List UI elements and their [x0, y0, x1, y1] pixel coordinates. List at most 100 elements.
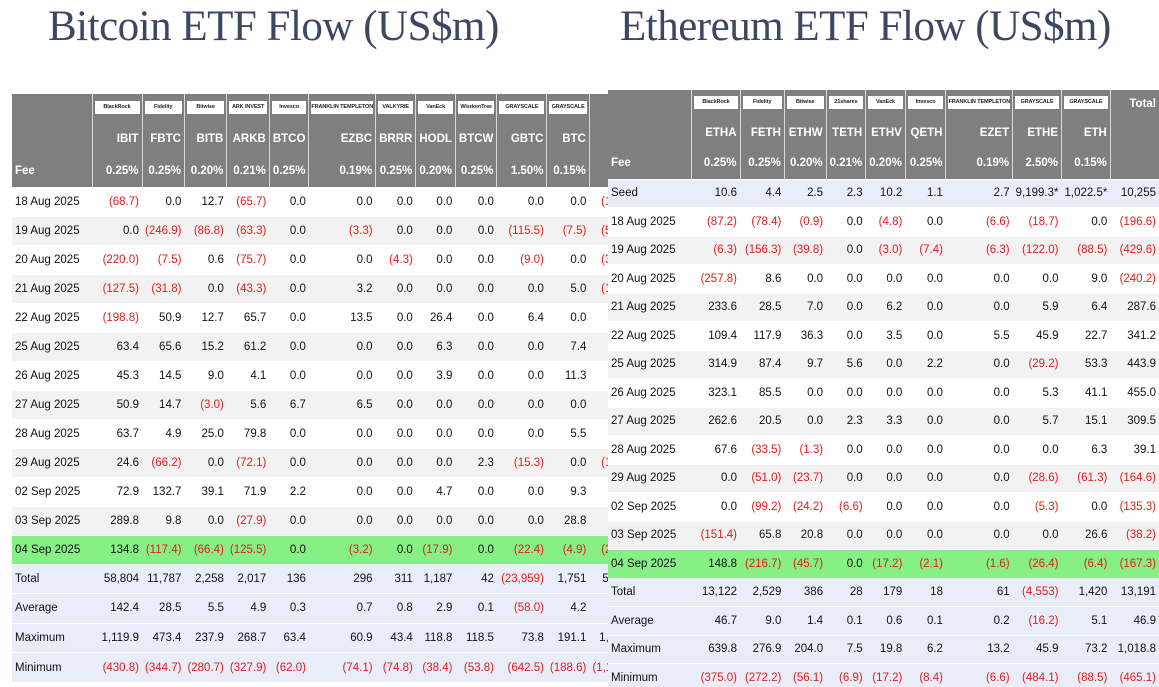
flow-cell: (24.2)	[784, 492, 827, 521]
fee-cell: 0.19%	[945, 148, 1014, 179]
ticker-header: EZBC	[308, 123, 377, 155]
summary-total-cell: 1,018.8	[1110, 634, 1159, 664]
seed-total: 10,255	[1110, 178, 1159, 208]
flow-cell: (151.4)	[691, 520, 741, 550]
flow-cell: (257.8)	[691, 264, 741, 293]
flow-cell: 0.0	[945, 492, 1013, 521]
flow-cell: 24.6	[92, 447, 142, 477]
provider-logo: Bitwise	[186, 100, 225, 114]
flow-cell: 0.0	[375, 331, 416, 361]
flow-cell: 3.9	[415, 360, 456, 390]
fee-cell: 0.15%	[1061, 148, 1111, 179]
fee-cell: 0.25%	[740, 148, 785, 179]
date-cell: 29 Aug 2025	[608, 463, 692, 493]
flow-cell: 0.0	[546, 186, 590, 216]
summary-cell: 0.2	[945, 606, 1013, 635]
flow-cell: 0.0	[826, 292, 866, 322]
flow-cell: 0.0	[455, 273, 497, 303]
date-cell: 03 Sep 2025	[608, 520, 692, 550]
table-row: 26 Aug 2025 45.3 14.5 9.0 4.1 0.0 0.0 0.0 3.9 0.0…	[12, 360, 641, 390]
summary-cell: 296	[308, 563, 376, 594]
provider-logo-cell: Fidelity	[142, 94, 185, 123]
flow-cell: 3.5	[865, 321, 906, 350]
date-cell: 29 Aug 2025	[12, 447, 92, 477]
date-cell: 02 Sep 2025	[12, 476, 92, 506]
summary-row: Minimum (430.8) (344.7) (280.7) (327.9) (62.0…	[12, 652, 641, 682]
date-cell: 18 Aug 2025	[12, 186, 92, 216]
flow-cell: 0.0	[945, 378, 1013, 407]
flow-cell: 26.6	[1061, 520, 1111, 550]
flow-cell: 0.0	[375, 273, 416, 303]
flow-cell: 0.0	[455, 505, 497, 535]
summary-cell: 0.1	[455, 593, 497, 623]
row-total-cell: 287.6	[1110, 292, 1159, 322]
flow-cell: 0.0	[308, 186, 376, 216]
table-row: 21 Aug 2025 (127.5) (31.8) 0.0 (43.3) 0.0 3.2 0…	[12, 273, 641, 303]
summary-cell: (430.8)	[92, 652, 142, 682]
provider-logo: FRANKLIN TEMPLETON	[948, 95, 1011, 109]
flow-cell: 323.1	[691, 378, 741, 407]
flow-cell: 0.0	[415, 389, 456, 419]
date-cell: 19 Aug 2025	[608, 235, 692, 265]
provider-logo-cell: WisdomTree	[455, 94, 498, 123]
flow-cell: (28.6)	[1012, 463, 1062, 493]
summary-cell: 268.7	[226, 622, 270, 653]
flow-cell: 4.7	[415, 476, 456, 506]
provider-logo: WisdomTree	[457, 100, 495, 114]
summary-cell: (6.9)	[826, 663, 866, 687]
flow-cell: 0.0	[691, 492, 741, 521]
summary-cell: 9.0	[740, 606, 785, 635]
flow-cell: (88.5)	[1061, 235, 1111, 265]
flow-cell: 0.0	[905, 406, 946, 436]
provider-logo-cell: FRANKLIN TEMPLETON	[308, 94, 377, 123]
flow-cell: 0.0	[865, 349, 906, 379]
ticker-header: IBIT	[92, 123, 143, 155]
flow-cell: (87.2)	[691, 207, 741, 236]
summary-cell: 2.9	[415, 593, 456, 623]
summary-label: Total	[608, 577, 692, 607]
seed-cell: 2.3	[826, 178, 866, 208]
row-total-cell: 455.0	[1110, 378, 1159, 407]
flow-cell: 0.0	[826, 207, 866, 236]
flow-cell: 0.0	[142, 186, 185, 216]
date-cell: 02 Sep 2025	[608, 492, 692, 521]
ticker-header: GBTC	[496, 123, 548, 155]
summary-row: Minimum (375.0) (272.2) (56.1) (6.9) (17.2) (8…	[608, 663, 1159, 687]
ticker-header: QETH	[905, 117, 947, 148]
summary-cell: (188.6)	[546, 652, 590, 682]
flow-cell: (66.2)	[142, 447, 185, 477]
flow-cell: 6.2	[865, 292, 906, 322]
flow-cell: (31.8)	[142, 273, 185, 303]
summary-cell: (74.1)	[308, 652, 376, 682]
flow-cell: 289.8	[92, 505, 142, 535]
summary-label: Minimum	[12, 652, 92, 682]
flow-cell: 0.0	[945, 349, 1013, 379]
table-row: 22 Aug 2025 (198.8) 50.9 12.7 65.7 0.0 13.5 0.0…	[12, 302, 641, 332]
flow-cell: (51.0)	[740, 463, 785, 493]
summary-cell: 191.1	[546, 622, 590, 653]
table-row: 04 Sep 2025 148.8 (216.7) (45.7) 0.0 (17.2) (2…	[608, 549, 1159, 578]
flow-cell: 0.0	[865, 492, 906, 521]
flow-cell: (220.0)	[92, 244, 142, 274]
flow-cell: 262.6	[691, 406, 741, 436]
flow-cell: 5.6	[226, 389, 270, 419]
eth-title: Ethereum ETF Flow (US$m)	[620, 3, 1111, 50]
flow-cell: 0.0	[945, 520, 1013, 550]
summary-cell: 2,258	[184, 563, 227, 594]
flow-cell: 6.7	[269, 389, 309, 419]
flow-cell: (7.4)	[905, 235, 946, 265]
flow-cell: 13.5	[308, 302, 376, 332]
summary-cell: 73.8	[496, 622, 547, 653]
summary-cell: 4.2	[546, 593, 590, 623]
summary-cell: 61	[945, 577, 1013, 607]
flow-cell: 61.2	[226, 331, 270, 361]
flow-cell: 0.0	[415, 244, 456, 274]
flow-cell: 65.7	[226, 302, 270, 332]
summary-cell: (272.2)	[740, 663, 785, 687]
flow-cell: 0.0	[375, 418, 416, 448]
date-cell: 26 Aug 2025	[12, 360, 92, 390]
flow-cell: 0.0	[496, 186, 547, 216]
flow-cell: 0.0	[496, 389, 547, 419]
summary-cell: 42	[455, 563, 497, 594]
seed-row: Seed 10.6 4.4 2.5 2.3 10.2 1.1 2.7 9,199.3* 1,022…	[608, 178, 1159, 208]
